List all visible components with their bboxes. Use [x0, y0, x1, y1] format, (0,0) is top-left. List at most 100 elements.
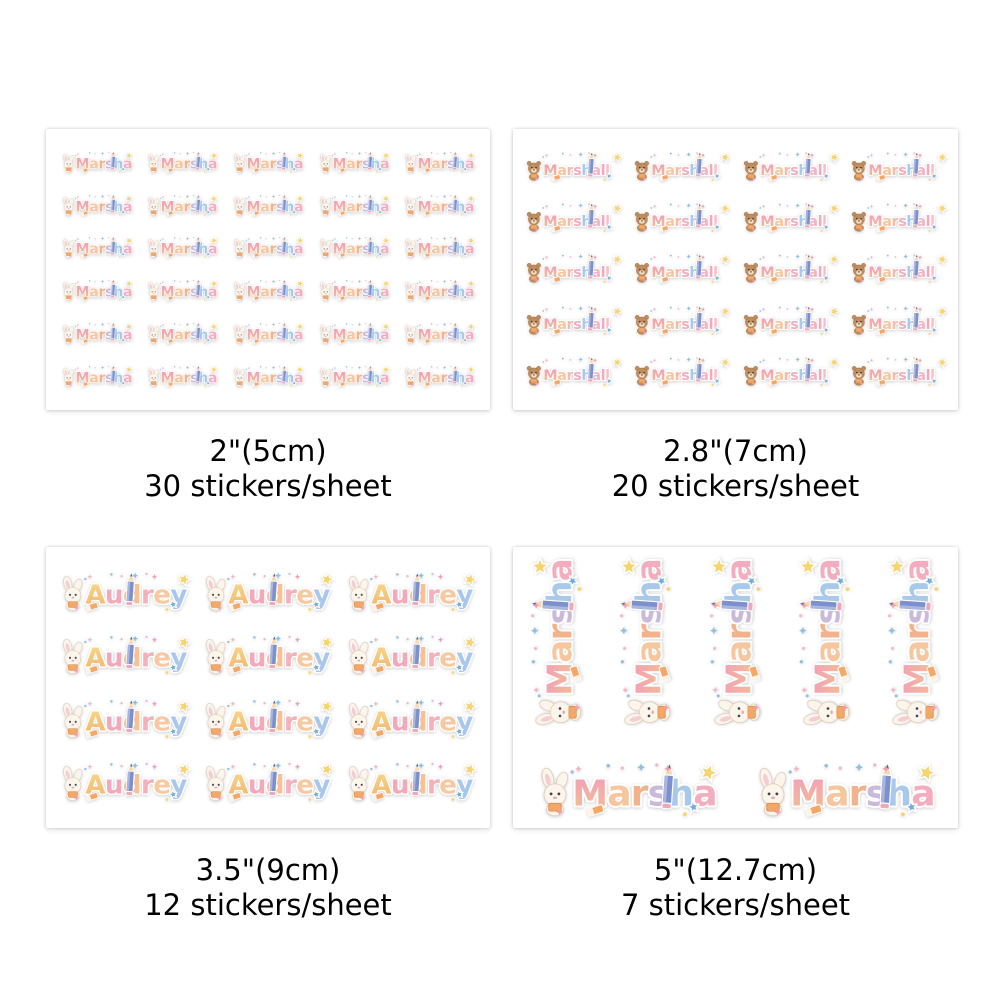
sparkle-star-icon [162, 152, 165, 156]
dot-icon [88, 366, 91, 368]
name-sticker-art: Marsha [234, 365, 304, 387]
eraser-icon [551, 379, 561, 387]
dot-icon [395, 762, 399, 766]
sparkle-star-icon [325, 297, 329, 301]
marsha-name-sticker: Marsha [317, 236, 391, 259]
sparkle-star-icon [333, 323, 336, 327]
dot-icon [894, 153, 897, 156]
teddy-bear-icon [635, 263, 650, 283]
dot-icon [265, 324, 267, 326]
sparkle-star-icon [368, 323, 371, 327]
dot-icon [677, 153, 680, 156]
dot-icon [345, 280, 347, 282]
eraser-icon [423, 167, 431, 173]
star-icon [930, 274, 938, 282]
dot-icon [345, 151, 347, 154]
dot-icon [561, 306, 564, 309]
sparkle-star-icon [418, 238, 422, 241]
sticker-name-text: Marshall [760, 266, 826, 282]
sparkle-star-icon [271, 280, 276, 284]
star-icon [821, 326, 830, 334]
sparkle-star-icon [809, 255, 814, 260]
eraser-icon [569, 665, 582, 683]
sparkle-star-icon [100, 194, 104, 198]
dot-icon [670, 254, 673, 257]
book-icon [211, 727, 221, 735]
sparkle-star-icon [294, 763, 301, 770]
sparkle-star-icon [154, 169, 158, 173]
sparkle-star-icon [87, 764, 93, 769]
star-icon [930, 171, 938, 180]
star-icon [713, 377, 721, 385]
dot-icon [174, 323, 176, 325]
star-icon [462, 337, 468, 343]
sparkle-star-icon [162, 366, 165, 370]
sparkle-star-icon [325, 169, 329, 173]
star-icon [382, 151, 390, 160]
pencil-icon [110, 365, 116, 384]
star-icon [619, 557, 639, 575]
book-icon [639, 173, 646, 178]
sparkle-star-icon [162, 281, 165, 284]
dot-icon [798, 614, 802, 618]
marshall-name-sticker: Marshall [630, 253, 732, 285]
pencil-icon [268, 572, 278, 607]
dot-icon [288, 762, 291, 765]
dot-icon [867, 207, 869, 209]
sticker-sheet-3-5in: Audrey Audrey [46, 547, 490, 828]
eraser-icon [252, 296, 260, 302]
eraser-icon [659, 276, 670, 284]
sticker-name-text: Marsha [161, 370, 218, 386]
star-icon [311, 662, 321, 673]
name-sticker-art: Marsha [320, 365, 390, 387]
star-icon [211, 194, 219, 202]
sparkle-star-icon [798, 626, 807, 635]
sparkle-star-icon [653, 153, 657, 157]
star-icon [833, 575, 847, 588]
dot-icon [436, 195, 438, 197]
dot-icon [94, 324, 96, 326]
dot-icon [259, 366, 262, 368]
sparkle-star-icon [859, 330, 864, 335]
dot-icon [786, 204, 788, 207]
sparkle-star-icon [888, 626, 896, 635]
sparkle-star-icon [443, 322, 447, 327]
dot-icon [253, 762, 256, 766]
eraser-icon [659, 225, 670, 233]
sparkle-star-icon [903, 306, 908, 311]
name-sticker-art: Marshall [635, 357, 732, 387]
star-icon [612, 305, 623, 317]
sparkle-star-icon [100, 237, 104, 241]
sparkle-star-icon [662, 704, 670, 712]
pencil-icon [411, 762, 421, 796]
teddy-bear-icon [635, 314, 650, 335]
name-sticker-art: Marshall [527, 254, 623, 284]
dot-icon [165, 734, 169, 738]
dot-icon [677, 256, 680, 259]
marsha-name-sticker-vertical: Marsha [618, 555, 674, 733]
sparkle-star-icon [74, 731, 80, 737]
star-icon [713, 326, 721, 334]
dot-icon [838, 766, 842, 770]
sparkle-star-icon [545, 204, 549, 208]
sticker-name-text: Marsha [332, 199, 389, 215]
sparkle-star-icon [74, 795, 80, 801]
teddy-bear-icon [743, 314, 758, 335]
star-icon [291, 380, 297, 386]
book-icon [855, 327, 862, 332]
eraser-icon [228, 665, 242, 675]
dot-icon [894, 256, 897, 259]
teddy-bear-icon [851, 160, 866, 181]
book-icon [65, 381, 72, 385]
sparkle-star-icon [357, 280, 361, 284]
sticker-name-text: Marshall [760, 317, 826, 333]
eraser-icon [926, 665, 939, 683]
dot-icon [934, 587, 939, 591]
dot-icon [204, 256, 206, 259]
sticker-name-text: Marshall [652, 266, 718, 282]
name-sticker-art: Audrey [206, 762, 335, 802]
bunny-icon [234, 367, 245, 387]
bunny-icon [63, 702, 83, 738]
sparkle-star-icon [578, 357, 583, 362]
sparkle-star-icon [533, 687, 540, 693]
